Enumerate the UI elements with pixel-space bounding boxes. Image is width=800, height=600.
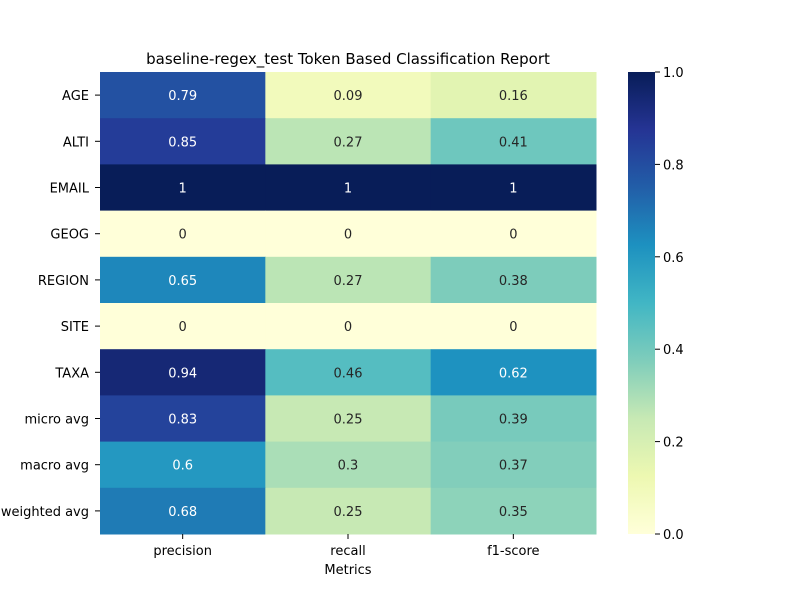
heatmap-cell: [100, 349, 266, 396]
cell-value-label: 0.85: [168, 135, 197, 150]
heatmap-cell: [100, 118, 266, 165]
heatmap-cell: [265, 303, 432, 350]
heatmap-cell: [430, 487, 597, 535]
cell-value-label: 0: [509, 320, 517, 335]
colorbar-ticks: 0.0 0.2 0.4 0.6 0.8 1.0: [655, 66, 684, 543]
cell-value-label: 0.09: [334, 89, 363, 104]
cell-value-labels: 0.79 0.09 0.16 0.85 0.27 0.41 1 1 1 0 0 0 0.65 0.27 0.…: [168, 89, 528, 520]
heatmap-cell: [265, 349, 432, 396]
heatmap-cell: [100, 164, 266, 212]
heatmap-cell: [100, 72, 266, 119]
heatmap-cell: [430, 303, 597, 350]
cell-value-label: 0.46: [334, 366, 363, 381]
heatmap-cell: [430, 72, 597, 119]
cell-value-label: 0.39: [499, 413, 528, 428]
column-label: precision: [153, 544, 212, 559]
heatmap-cell: [430, 256, 597, 304]
cell-value-label: 0: [509, 228, 517, 243]
colorbar: [628, 72, 655, 534]
cell-value-label: 0.25: [334, 413, 363, 428]
colorbar-tick-label: 0.4: [663, 343, 684, 358]
heatmap-cell: [100, 210, 266, 258]
cell-value-label: 1: [179, 182, 187, 197]
heatmap-cell: [430, 210, 597, 258]
row-label: AGE: [62, 89, 89, 104]
cell-value-label: 0.79: [168, 89, 197, 104]
cell-value-label: 0.35: [499, 505, 528, 520]
row-label: micro avg: [25, 413, 89, 428]
heatmap-cell: [430, 441, 597, 489]
column-label: recall: [330, 544, 365, 559]
chart-title: baseline-regex_test Token Based Classifi…: [146, 50, 550, 69]
heatmap-cell: [265, 395, 432, 443]
heatmap-cell: [265, 256, 432, 304]
row-label: GEOG: [50, 228, 89, 243]
heatmap-cell: [430, 164, 597, 212]
heatmap-cell: [265, 72, 432, 119]
cell-value-label: 0.41: [499, 135, 528, 150]
cell-value-label: 0.62: [499, 366, 528, 381]
row-label: macro avg: [20, 459, 89, 474]
row-label: SITE: [61, 320, 89, 335]
cell-value-label: 0: [179, 320, 187, 335]
heatmap-cell: [100, 303, 266, 350]
heatmap-cells: [100, 72, 597, 535]
colorbar-tick-label: 0.2: [663, 436, 684, 451]
cell-value-label: 0.16: [499, 89, 528, 104]
heatmap-cell: [430, 349, 597, 396]
cell-value-label: 0: [344, 228, 352, 243]
row-label: REGION: [38, 274, 89, 289]
heatmap-cell: [100, 487, 266, 535]
heatmap-cell: [265, 441, 432, 489]
cell-value-label: 0.38: [499, 274, 528, 289]
colorbar-tick-label: 0.0: [663, 528, 684, 543]
cell-value-label: 0.27: [334, 135, 363, 150]
heatmap-cell: [100, 256, 266, 304]
heatmap-cell: [430, 118, 597, 165]
heatmap-cell: [430, 395, 597, 443]
row-label: weighted avg: [1, 505, 89, 520]
row-label: TAXA: [54, 366, 89, 381]
row-labels: AGE ALTI EMAIL GEOG REGION SITE TAXA micro avg m…: [1, 89, 100, 520]
cell-value-label: 0.68: [168, 505, 197, 520]
row-label: EMAIL: [50, 182, 90, 197]
cell-value-label: 0.27: [334, 274, 363, 289]
heatmap-cell: [265, 210, 432, 258]
heatmap-cell: [265, 118, 432, 165]
cell-value-label: 1: [509, 182, 517, 197]
cell-value-label: 0.65: [168, 274, 197, 289]
heatmap-cell: [100, 395, 266, 443]
cell-value-label: 0.25: [334, 505, 363, 520]
column-label: f1-score: [487, 544, 539, 559]
cell-value-label: 0.94: [168, 366, 197, 381]
cell-value-label: 0: [179, 228, 187, 243]
heatmap-cell: [265, 164, 432, 212]
x-axis-label: Metrics: [324, 563, 371, 578]
heatmap-cell: [265, 487, 432, 535]
cell-value-label: 0.37: [499, 459, 528, 474]
column-labels: precision recall f1-score: [153, 534, 540, 559]
cell-value-label: 0: [344, 320, 352, 335]
row-label: ALTI: [63, 135, 89, 150]
cell-value-label: 0.6: [172, 459, 193, 474]
colorbar-tick-label: 0.6: [663, 251, 684, 266]
colorbar-tick-label: 0.8: [663, 158, 684, 173]
cell-value-label: 0.3: [338, 459, 359, 474]
cell-value-label: 1: [344, 182, 352, 197]
cell-value-label: 0.83: [168, 413, 197, 428]
heatmap-cell: [100, 441, 266, 489]
colorbar-tick-label: 1.0: [663, 66, 684, 81]
